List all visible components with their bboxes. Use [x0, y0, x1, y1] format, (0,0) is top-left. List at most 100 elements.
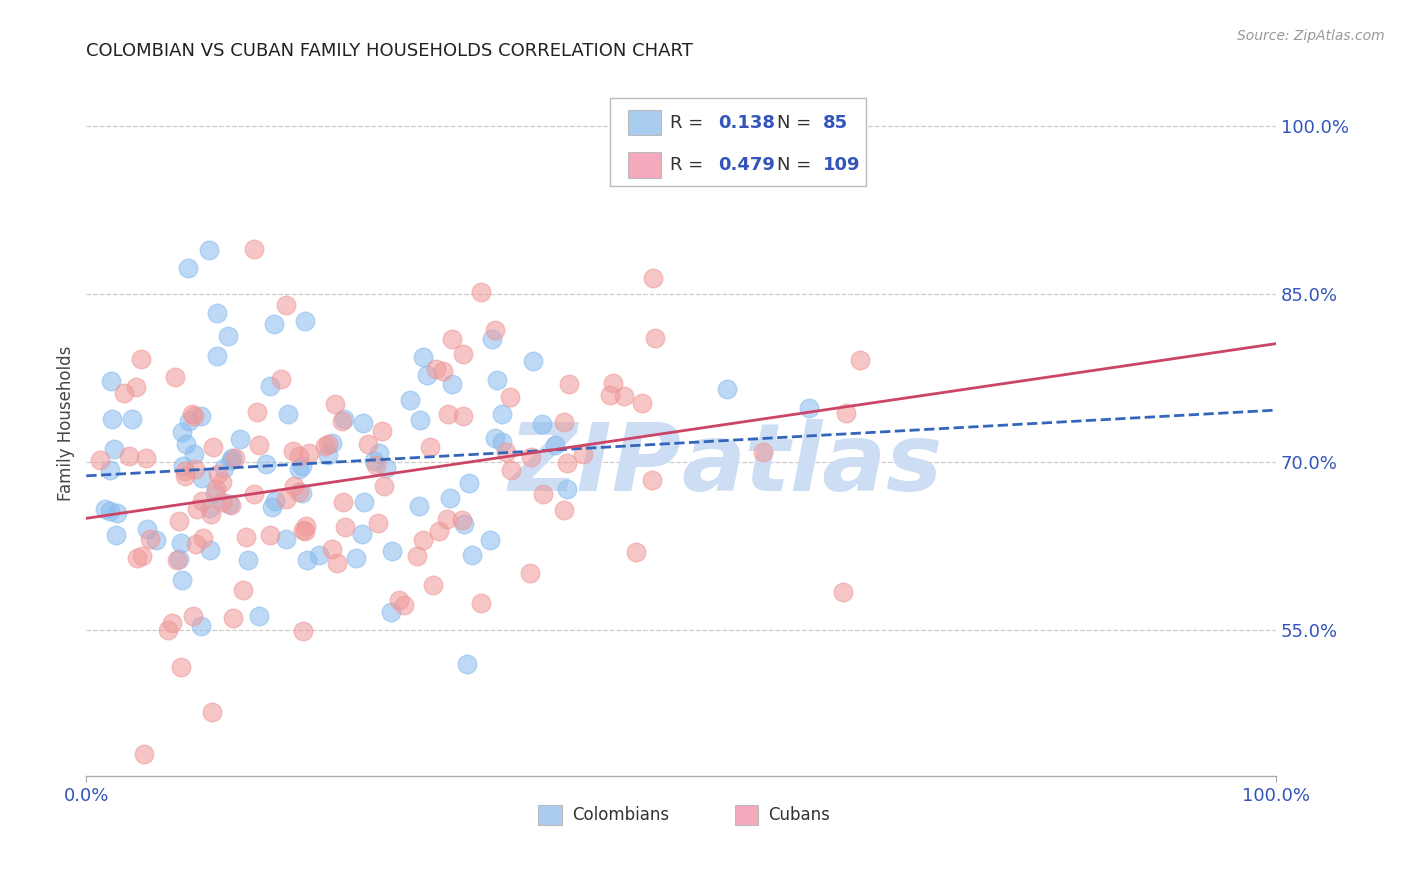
Point [485, 374, 508, 388]
Point [461, 548, 484, 562]
Point [553, 415, 575, 429]
Point [292, 624, 315, 639]
Point [481, 332, 503, 346]
Point [125, 551, 148, 566]
Point [408, 499, 430, 513]
Point [437, 407, 460, 421]
Point [641, 271, 664, 285]
Point [484, 323, 506, 337]
Point [169, 535, 191, 549]
Point [181, 609, 204, 624]
Point [167, 515, 190, 529]
Point [224, 451, 246, 466]
Point [495, 445, 517, 459]
Point [422, 578, 444, 592]
Point [197, 243, 219, 257]
Point [291, 485, 314, 500]
Point [356, 437, 378, 451]
Point [298, 445, 321, 459]
Point [259, 528, 281, 542]
Point [200, 507, 222, 521]
Point [131, 549, 153, 563]
Point [165, 370, 187, 384]
Point [416, 368, 439, 382]
Point [381, 544, 404, 558]
Text: atlas: atlas [681, 419, 942, 511]
Point [100, 374, 122, 388]
Point [470, 285, 492, 299]
Text: 85: 85 [823, 113, 848, 132]
Point [219, 498, 242, 512]
Point [219, 453, 242, 467]
Point [522, 353, 544, 368]
Text: 0.138: 0.138 [718, 113, 775, 132]
Point [174, 437, 197, 451]
Point [218, 497, 240, 511]
Point [212, 461, 235, 475]
Point [491, 435, 513, 450]
Point [326, 556, 349, 570]
Point [519, 566, 541, 581]
Text: 0.479: 0.479 [718, 156, 775, 174]
Point [752, 444, 775, 458]
Point [105, 506, 128, 520]
Point [316, 448, 339, 462]
Point [94, 502, 117, 516]
Point [211, 475, 233, 489]
Text: ZIP: ZIP [508, 419, 681, 511]
Point [308, 548, 330, 562]
Point [103, 442, 125, 456]
Point [191, 531, 214, 545]
Point [183, 447, 205, 461]
Point [427, 524, 450, 538]
Point [243, 486, 266, 500]
Point [205, 306, 228, 320]
Point [145, 533, 167, 547]
Point [166, 553, 188, 567]
Point [330, 414, 353, 428]
Point [291, 458, 314, 473]
Point [243, 243, 266, 257]
Point [263, 317, 285, 331]
Point [287, 462, 309, 476]
Point [419, 440, 441, 454]
Point [277, 408, 299, 422]
Point [440, 376, 463, 391]
Point [519, 450, 541, 464]
Point [254, 457, 277, 471]
Point [288, 449, 311, 463]
Text: R =: R = [671, 113, 710, 132]
Point [221, 450, 243, 465]
Point [236, 553, 259, 567]
Point [316, 436, 339, 450]
Point [232, 583, 254, 598]
Point [363, 454, 385, 468]
Point [412, 533, 434, 548]
Point [118, 449, 141, 463]
Point [553, 503, 575, 517]
Point [458, 476, 481, 491]
Point [121, 411, 143, 425]
Point [388, 593, 411, 607]
Point [274, 491, 297, 506]
Point [321, 436, 343, 450]
Point [112, 385, 135, 400]
Point [235, 530, 257, 544]
Text: N =: N = [778, 156, 817, 174]
Point [135, 450, 157, 465]
Point [294, 314, 316, 328]
Point [626, 545, 648, 559]
Point [432, 364, 454, 378]
Point [451, 346, 474, 360]
Point [190, 619, 212, 633]
Point [100, 412, 122, 426]
Point [201, 706, 224, 720]
Point [217, 329, 239, 343]
Point [172, 573, 194, 587]
Point [259, 379, 281, 393]
Point [641, 473, 664, 487]
Point [544, 438, 567, 452]
Point [398, 392, 420, 407]
Y-axis label: Family Households: Family Households [58, 345, 75, 500]
Point [380, 606, 402, 620]
